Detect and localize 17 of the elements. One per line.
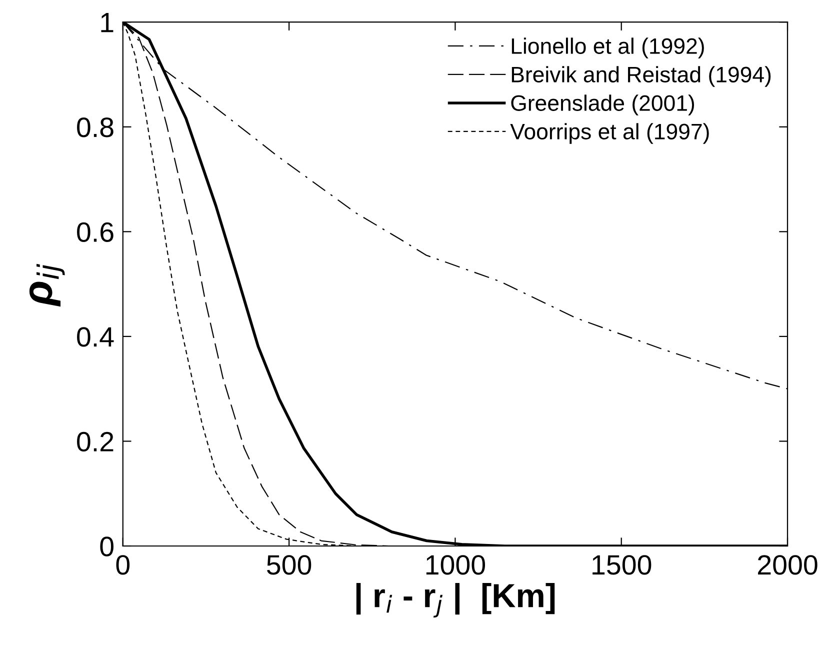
legend-label: Voorrips et al (1997) <box>510 123 709 144</box>
legend-label: Greenslade (2001) <box>511 94 694 116</box>
y-tick-label: 0.2 <box>77 432 114 452</box>
y-tick-label: 0.6 <box>77 222 114 242</box>
y-tick-label: 1 <box>101 13 114 32</box>
x-axis-title: | r$_{i}$ - r$_{j}$ | [Km] <box>356 583 555 618</box>
legend-label: Breivik and Reistad (1994) <box>512 66 771 87</box>
x-tick-label: 500 <box>266 555 312 575</box>
y-axis-title: ρ$_{ij}$ <box>29 264 65 307</box>
x-tick-label: 0 <box>116 555 130 575</box>
x-tick-label: 1500 <box>592 555 652 575</box>
legend-label: Lionello et al (1992) <box>512 38 704 58</box>
y-tick-label: 0.8 <box>77 118 114 138</box>
x-tick-label: 2000 <box>758 555 818 575</box>
y-tick-label: 0.4 <box>77 327 114 347</box>
x-tick-label: 1000 <box>426 555 486 575</box>
y-tick-label: 0 <box>100 536 114 556</box>
